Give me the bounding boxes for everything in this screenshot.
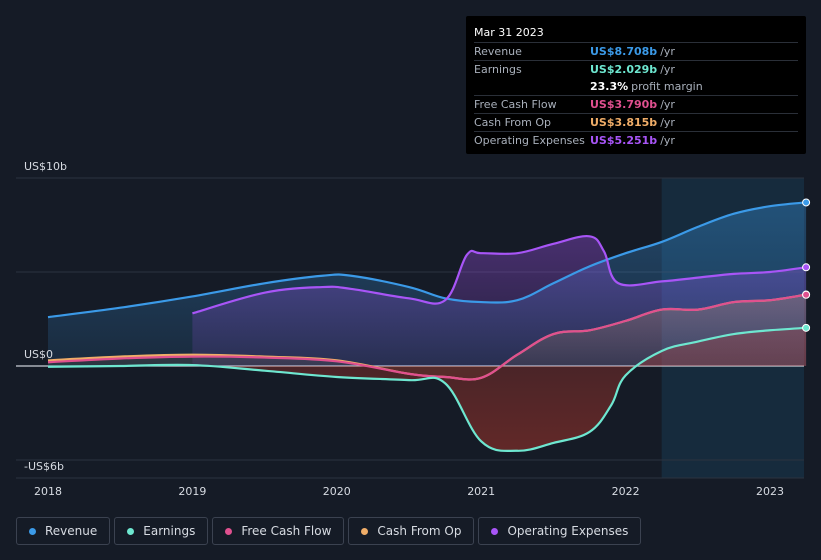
- legend-item-revenue[interactable]: Revenue: [16, 517, 111, 545]
- x-tick-label: 2020: [323, 485, 351, 498]
- x-tick-label: 2023: [756, 485, 784, 498]
- legend-item-earnings[interactable]: Earnings: [114, 517, 209, 545]
- legend-label: Operating Expenses: [507, 524, 629, 538]
- legend-item-free-cash-flow[interactable]: Free Cash Flow: [212, 517, 345, 545]
- series-endpoints: [802, 198, 811, 332]
- legend-dot-icon: [127, 527, 135, 535]
- x-tick-label: 2021: [467, 485, 495, 498]
- y-tick-top: US$10b: [24, 160, 67, 173]
- data-tooltip: Mar 31 2023 Revenue US$8.708b /yr Earnin…: [466, 16, 806, 154]
- tooltip-row-revenue: Revenue US$8.708b /yr: [474, 42, 798, 60]
- legend-dot-icon: [361, 527, 369, 535]
- chart-legend: Revenue Earnings Free Cash Flow Cash Fro…: [16, 517, 642, 545]
- x-axis-ticks: 2018 2019 2020 2021 2022 2023: [34, 485, 784, 498]
- endpoint-revenue: [802, 198, 811, 207]
- x-tick-label: 2022: [612, 485, 640, 498]
- x-tick-label: 2018: [34, 485, 62, 498]
- tooltip-date: Mar 31 2023: [474, 26, 544, 39]
- area-cash-from-op: [48, 294, 807, 380]
- endpoint-earnings: [802, 323, 811, 332]
- line-earnings: [47, 326, 807, 452]
- legend-item-operating-expenses[interactable]: Operating Expenses: [478, 517, 642, 545]
- legend-label: Revenue: [45, 524, 98, 538]
- y-tick-bottom: -US$6b: [24, 460, 64, 473]
- legend-dot-icon: [491, 527, 499, 535]
- legend-label: Cash From Op: [377, 524, 462, 538]
- series-lines: [47, 201, 807, 452]
- area-earnings: [48, 327, 807, 451]
- series-areas: [48, 202, 807, 451]
- legend-item-cash-from-op[interactable]: Cash From Op: [348, 517, 475, 545]
- x-tick-label: 2019: [178, 485, 206, 498]
- tooltip-row-profit-margin: 23.3% profit margin: [590, 80, 703, 93]
- tooltip-row-cash-from-op: Cash From Op US$3.815b /yr: [474, 113, 798, 131]
- legend-label: Free Cash Flow: [241, 524, 332, 538]
- legend-label: Earnings: [143, 524, 196, 538]
- legend-dot-icon: [225, 527, 233, 535]
- line-free-cash-flow: [47, 293, 807, 381]
- endpoint-operating-expenses: [802, 263, 811, 272]
- tooltip-row-earnings: Earnings US$2.029b /yr: [474, 60, 798, 78]
- tooltip-row-operating-expenses: Operating Expenses US$5.251b /yr: [474, 131, 798, 149]
- endpoint-free-cash-flow: [802, 290, 811, 299]
- y-tick-zero: US$0: [24, 348, 53, 361]
- line-revenue: [47, 201, 807, 319]
- legend-dot-icon: [29, 527, 36, 535]
- line-operating-expenses: [192, 234, 807, 315]
- tooltip-row-free-cash-flow: Free Cash Flow US$3.790b /yr: [474, 95, 798, 113]
